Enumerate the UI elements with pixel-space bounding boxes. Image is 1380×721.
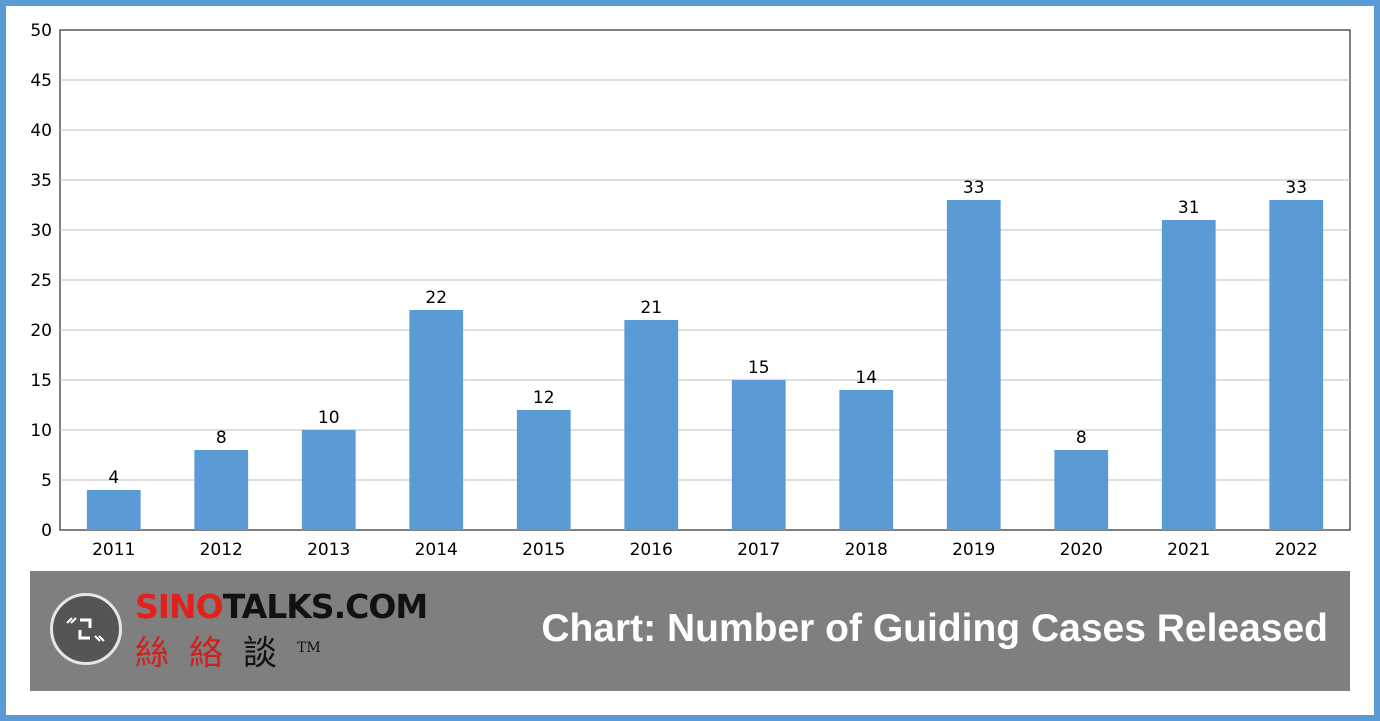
brand-cn-char-3: 談: [243, 633, 297, 674]
x-tick-label: 2016: [630, 540, 673, 560]
bar-2015: [516, 410, 571, 530]
data-label: 12: [533, 388, 555, 408]
data-label: 33: [963, 178, 985, 198]
footer-banner: SINOTALKS.COM 絲絡談TM Chart: Number of Gui…: [30, 571, 1350, 691]
bar-2021: [1161, 220, 1216, 530]
y-tick-label: 40: [30, 121, 52, 141]
bar-2019: [946, 200, 1001, 530]
bar-2011: [86, 490, 141, 530]
bar-2012: [194, 450, 249, 530]
x-tick-label: 2019: [952, 540, 995, 560]
bar-2017: [731, 380, 786, 530]
y-tick-label: 50: [30, 21, 52, 41]
x-tick-label: 2012: [200, 540, 243, 560]
x-tick-label: 2020: [1060, 540, 1103, 560]
gridlines: [60, 79, 1350, 481]
x-tick-label: 2017: [737, 540, 780, 560]
bar-chart: 0 5 10 15 20 25 30 35 40 45 50 4 8 10 22 12 21 15 14 33 8 31…: [30, 21, 1351, 560]
y-tick-label: 15: [30, 371, 52, 391]
data-label: 4: [108, 468, 119, 488]
brand-cn-char-2: 絡: [189, 633, 243, 674]
brand-name: SINOTALKS.COM: [135, 587, 429, 626]
brand-name-red: SINO: [135, 587, 224, 626]
bar-2020: [1054, 450, 1109, 530]
bar-2018: [839, 390, 894, 530]
data-label: 8: [216, 428, 227, 448]
bar-2022: [1269, 200, 1324, 530]
data-label: 21: [640, 298, 662, 318]
y-tick-label: 10: [30, 421, 52, 441]
y-tick-label: 0: [41, 521, 52, 541]
brand-cn-char-1: 絲: [135, 633, 189, 674]
data-label: 33: [1285, 178, 1307, 198]
x-tick-label: 2018: [845, 540, 888, 560]
bar-2013: [301, 430, 356, 530]
brand-chinese: 絲絡談TM: [135, 627, 321, 674]
x-tick-label: 2022: [1275, 540, 1318, 560]
y-tick-label: 30: [30, 221, 52, 241]
y-tick-label: 20: [30, 321, 52, 341]
x-tick-label: 2014: [415, 540, 458, 560]
x-tick-label: 2013: [307, 540, 350, 560]
brand-name-black: TALKS.COM: [222, 587, 429, 626]
data-label: 31: [1178, 198, 1200, 218]
data-label: 15: [748, 358, 770, 378]
data-label: 10: [318, 408, 340, 428]
x-tick-label: 2011: [92, 540, 135, 560]
trademark-mark: TM: [297, 640, 321, 656]
quote-brackets-icon: [50, 593, 122, 665]
bar-2016: [624, 320, 679, 530]
y-tick-label: 45: [30, 71, 52, 91]
chart-caption: Chart: Number of Guiding Cases Released: [541, 607, 1328, 650]
y-tick-label: 25: [30, 271, 52, 291]
y-tick-label: 5: [41, 471, 52, 491]
bar-2014: [409, 310, 464, 530]
y-tick-label: 35: [30, 171, 52, 191]
data-label: 8: [1076, 428, 1087, 448]
x-tick-label: 2015: [522, 540, 565, 560]
x-axis: 2011 2012 2013 2014 2015 2016 2017 2018 2019 2020…: [92, 540, 1318, 560]
x-tick-label: 2021: [1167, 540, 1210, 560]
data-label: 14: [855, 368, 877, 388]
data-label: 22: [425, 288, 447, 308]
bars: 4 8 10 22 12 21 15 14 33 8 31 33: [86, 178, 1324, 530]
y-axis: 0 5 10 15 20 25 30 35 40 45 50: [30, 21, 52, 541]
